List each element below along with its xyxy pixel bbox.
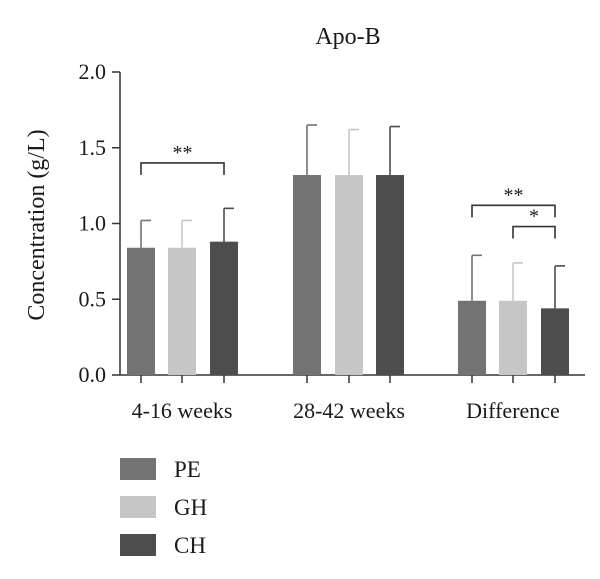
bar-pe [293, 175, 321, 375]
bar-gh [168, 247, 196, 375]
bar-gh [499, 300, 527, 375]
bar-ch [376, 175, 404, 375]
significance-label: * [529, 206, 539, 228]
legend: PE GH CH [120, 457, 207, 558]
chart-title: Apo-B [315, 24, 380, 50]
bar-gh [335, 175, 363, 375]
x-category-label: 28-42 weeks [293, 398, 405, 423]
y-axis-label: Concentration (g/L) [24, 129, 50, 320]
error-bars [140, 124, 565, 309]
bar-ch [210, 241, 238, 375]
bar-pe [127, 247, 155, 375]
bar-pe [458, 300, 486, 375]
legend-label-gh: GH [174, 495, 207, 520]
legend-swatch-gh [120, 496, 156, 518]
significance-label: ** [173, 142, 193, 164]
y-tick-label: 2.0 [79, 59, 107, 84]
y-tick-label: 0.5 [79, 286, 107, 311]
y-tick-label: 0.0 [79, 362, 107, 387]
significance-bracket [471, 204, 556, 218]
legend-label-ch: CH [174, 533, 206, 558]
significance-label: ** [504, 184, 524, 206]
bar-ch [541, 308, 569, 375]
legend-swatch-ch [120, 534, 156, 556]
x-category-label: 4-16 weeks [132, 398, 233, 423]
x-category-label: Difference [466, 398, 560, 423]
significance-bracket [140, 162, 225, 175]
axes: 0.0 0.5 1.0 1.5 2.0 4-16 weeks 28-42 weeks Diff… [79, 59, 585, 423]
significance-bracket [512, 225, 556, 239]
legend-label-pe: PE [174, 457, 201, 482]
legend-swatch-pe [120, 458, 156, 480]
y-tick-label: 1.5 [79, 135, 107, 160]
y-tick-label: 1.0 [79, 211, 107, 236]
significance-brackets: ***** [140, 142, 556, 239]
bars [127, 175, 569, 375]
